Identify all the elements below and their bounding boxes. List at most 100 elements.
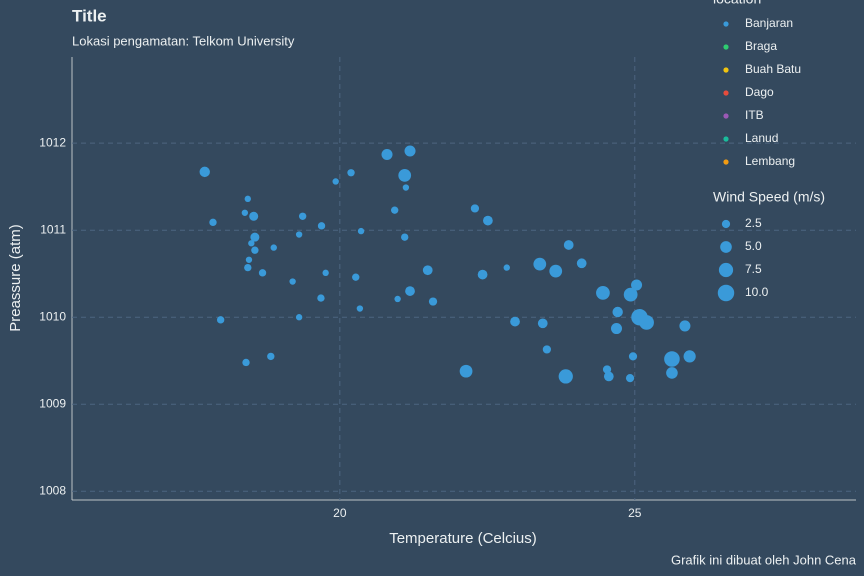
point [209,218,217,227]
legend-title: location [713,0,761,7]
point [216,316,225,324]
legend-size-key [720,241,732,253]
point [248,240,255,247]
point [549,264,563,278]
point [251,246,259,254]
chart-title: Title [72,6,107,25]
point [470,204,480,213]
point [394,295,401,303]
point [576,258,587,269]
point [664,351,680,367]
legend-swatch [723,21,729,27]
point [391,206,399,214]
legend-label: Braga [745,39,777,53]
point [459,364,473,378]
point [610,323,623,335]
y-tick-label: 1010 [39,309,66,323]
legend-label: Dago [745,85,774,99]
point [625,374,635,383]
point [537,318,548,329]
point [558,369,573,384]
point [295,314,303,321]
legend-size-key [721,219,731,229]
x-tick-label: 25 [628,506,642,520]
point [563,240,574,250]
legend-swatch [723,67,729,73]
y-axis-label: Preassure (atm) [7,224,24,332]
legend-size-key [717,284,735,302]
point [244,263,252,272]
point [533,257,547,271]
legend-swatch [723,113,729,119]
point [245,256,253,263]
y-tick-label: 1008 [39,483,66,497]
point [666,367,678,379]
legend-label: 7.5 [745,262,762,276]
point [683,350,696,363]
point [639,315,654,330]
legend-label: 10.0 [745,285,769,299]
point [332,178,339,185]
x-tick-label: 20 [333,506,347,520]
legend-label: 5.0 [745,239,762,253]
point [679,320,691,332]
point [258,269,267,277]
point [295,231,303,238]
point [477,269,488,280]
point [242,358,250,367]
legend-swatch [723,159,729,165]
point [250,232,260,242]
legend-swatch [723,136,729,142]
point [398,168,412,182]
legend-title: Wind Speed (m/s) [713,189,825,205]
point [405,286,415,296]
legend-label: Banjaran [745,16,793,30]
y-tick-label: 1011 [40,222,66,236]
chart-subtitle: Lokasi pengamatan: Telkom University [72,33,295,48]
point [404,145,416,157]
point [428,297,438,306]
point [298,212,307,220]
point [483,215,493,226]
point [289,278,296,285]
x-axis-label: Temperature (Celcius) [389,530,537,547]
point [503,264,510,271]
point [510,316,520,327]
legend-size-key [718,262,734,278]
legend-swatch [723,90,729,96]
point [356,305,364,312]
point [244,195,251,203]
point [401,233,409,241]
point [249,211,259,221]
y-tick-label: 1012 [39,135,66,149]
legend-label: 2.5 [745,216,762,230]
point [596,285,610,300]
legend-label: ITB [745,108,764,122]
point [322,269,329,277]
point [422,265,433,276]
legend-label: Lanud [745,131,778,145]
legend-label: Buah Batu [745,62,801,76]
point [241,209,249,216]
point [623,287,638,302]
y-tick-label: 1009 [39,396,66,410]
point [357,227,365,235]
legend-label: Lembang [745,154,795,168]
point [628,352,638,361]
point [542,345,551,354]
point [381,148,393,160]
point [267,352,275,361]
point [602,365,612,374]
point [352,273,360,281]
point [631,279,643,291]
point [402,184,410,191]
point [317,222,326,230]
point [603,371,614,382]
point [199,166,210,178]
point [270,244,277,251]
point [347,169,355,177]
point [612,306,623,318]
